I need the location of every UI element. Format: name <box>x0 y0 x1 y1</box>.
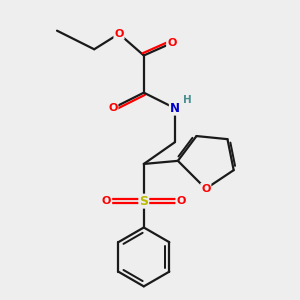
Text: H: H <box>183 95 192 105</box>
Text: O: O <box>114 29 124 39</box>
Text: O: O <box>176 196 186 206</box>
Text: O: O <box>102 196 111 206</box>
Text: S: S <box>139 195 148 208</box>
Text: O: O <box>108 103 118 113</box>
Text: O: O <box>167 38 176 48</box>
Text: O: O <box>201 184 211 194</box>
Text: N: N <box>170 102 180 115</box>
